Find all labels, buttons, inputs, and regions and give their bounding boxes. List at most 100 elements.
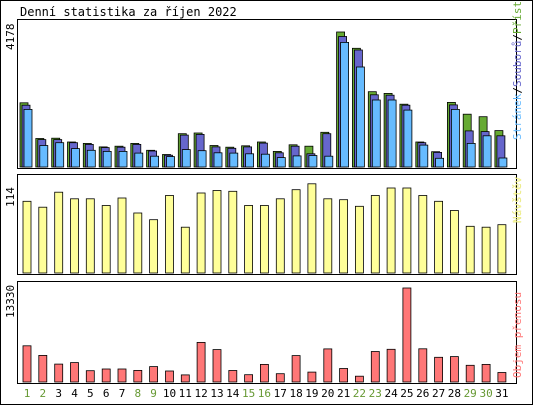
legend-hits: Přístupů bbox=[511, 0, 524, 34]
kbytes-bar bbox=[101, 368, 111, 383]
visits-bar bbox=[117, 197, 127, 274]
kbytes-bar bbox=[133, 369, 143, 383]
middle-panel-frame bbox=[17, 174, 517, 275]
visits-bar bbox=[149, 219, 159, 274]
day-label: 19 bbox=[305, 387, 318, 400]
kbytes-bar bbox=[386, 348, 396, 383]
kbytes-bar bbox=[180, 374, 190, 383]
kbytes-bar bbox=[291, 355, 301, 383]
pages-bar bbox=[403, 109, 413, 168]
day-label: 8 bbox=[134, 387, 141, 400]
visits-bar bbox=[497, 224, 507, 274]
visits-bar bbox=[291, 189, 301, 274]
visits-bar bbox=[133, 212, 143, 274]
kbytes-bar bbox=[149, 366, 159, 383]
svg-text:Stránek/Souborů/Přístupů: Stránek/Souborů/Přístupů bbox=[511, 0, 524, 140]
legend-sep-1: / bbox=[511, 87, 524, 94]
kbytes-bar bbox=[165, 370, 174, 383]
pages-bar bbox=[419, 144, 429, 168]
pages-bar bbox=[150, 155, 160, 168]
pages-bar bbox=[324, 155, 334, 168]
pages-bar bbox=[181, 149, 191, 168]
top-panel-frame bbox=[17, 19, 517, 169]
pages-bar bbox=[276, 157, 286, 168]
kbytes-bar bbox=[402, 287, 412, 383]
kbytes-bar bbox=[38, 354, 48, 383]
visits-bar bbox=[101, 205, 111, 274]
day-label: 4 bbox=[71, 387, 78, 400]
visits-bar bbox=[165, 195, 174, 274]
visits-bar bbox=[38, 206, 48, 274]
visits-bar bbox=[465, 225, 475, 274]
visits-bar bbox=[434, 200, 444, 274]
legend-sep-2: / bbox=[511, 34, 524, 41]
day-label: 30 bbox=[479, 387, 492, 400]
middle-ymax-label: 114 bbox=[4, 187, 17, 207]
kbytes-bar bbox=[228, 370, 238, 383]
visits-bar bbox=[402, 187, 412, 274]
day-label: 7 bbox=[119, 387, 126, 400]
day-label: 16 bbox=[258, 387, 271, 400]
kbytes-bar bbox=[434, 356, 444, 383]
visits-bar bbox=[481, 226, 491, 274]
kbytes-bar bbox=[307, 371, 317, 383]
legend-visits: Návštěv bbox=[511, 176, 524, 223]
pages-bar bbox=[435, 157, 445, 168]
visits-bar bbox=[418, 195, 428, 274]
day-labels: 1 2 3 4 5 6 7 8 9 10 11 12 13 14 15 16 17 18 19 20 21 22 23 24 2… bbox=[24, 387, 509, 400]
day-label: 14 bbox=[226, 387, 240, 400]
day-label: 15 bbox=[242, 387, 255, 400]
day-label: 26 bbox=[416, 387, 429, 400]
day-label: 21 bbox=[337, 387, 350, 400]
bottom-ymax-label: 13330 bbox=[4, 285, 17, 318]
pages-bar bbox=[134, 152, 144, 168]
day-label: 5 bbox=[87, 387, 94, 400]
pages-bar bbox=[86, 149, 96, 168]
legend-kbytes: Objem přenosu bbox=[511, 292, 524, 378]
pages-bar bbox=[102, 150, 112, 168]
kbytes-bar bbox=[275, 373, 285, 383]
kbytes-bar bbox=[54, 363, 64, 383]
visits-bar bbox=[70, 198, 79, 274]
day-label: 28 bbox=[448, 387, 461, 400]
visits-bar bbox=[244, 205, 254, 274]
pages-bar bbox=[371, 99, 381, 168]
visits-bar bbox=[22, 200, 32, 274]
pages-bar bbox=[229, 152, 239, 168]
day-label: 24 bbox=[384, 387, 398, 400]
visits-bar bbox=[275, 198, 285, 274]
legend-pages: Stránek bbox=[511, 93, 524, 140]
pages-bar bbox=[482, 135, 492, 168]
pages-bar bbox=[71, 148, 80, 168]
pages-bar bbox=[55, 142, 65, 168]
day-label: 6 bbox=[103, 387, 110, 400]
pages-bar bbox=[23, 109, 33, 168]
day-label: 10 bbox=[163, 387, 176, 400]
visits-bar bbox=[370, 195, 380, 274]
visits-bar bbox=[54, 191, 64, 274]
pages-bar bbox=[197, 150, 207, 168]
day-label: 25 bbox=[400, 387, 413, 400]
pages-bar bbox=[245, 153, 255, 168]
kbytes-bar bbox=[196, 341, 206, 383]
day-label: 3 bbox=[55, 387, 62, 400]
kbytes-bar bbox=[259, 363, 269, 383]
visits-bar bbox=[180, 226, 190, 274]
kbytes-bar bbox=[117, 368, 127, 383]
top-legend: Stránek/Souborů/Přístupů bbox=[511, 0, 524, 140]
kbytes-bar bbox=[465, 364, 475, 383]
day-label: 18 bbox=[289, 387, 302, 400]
day-label: 27 bbox=[432, 387, 445, 400]
pages-bar bbox=[308, 155, 318, 168]
visits-bar bbox=[212, 190, 222, 274]
kbytes-bar bbox=[418, 348, 428, 383]
kbytes-bar bbox=[481, 363, 491, 383]
day-label: 29 bbox=[464, 387, 477, 400]
kbytes-bar bbox=[497, 372, 507, 383]
pages-bar bbox=[39, 145, 49, 168]
kbytes-bar bbox=[244, 374, 254, 383]
visits-bar bbox=[85, 198, 95, 274]
pages-bar bbox=[340, 42, 350, 168]
